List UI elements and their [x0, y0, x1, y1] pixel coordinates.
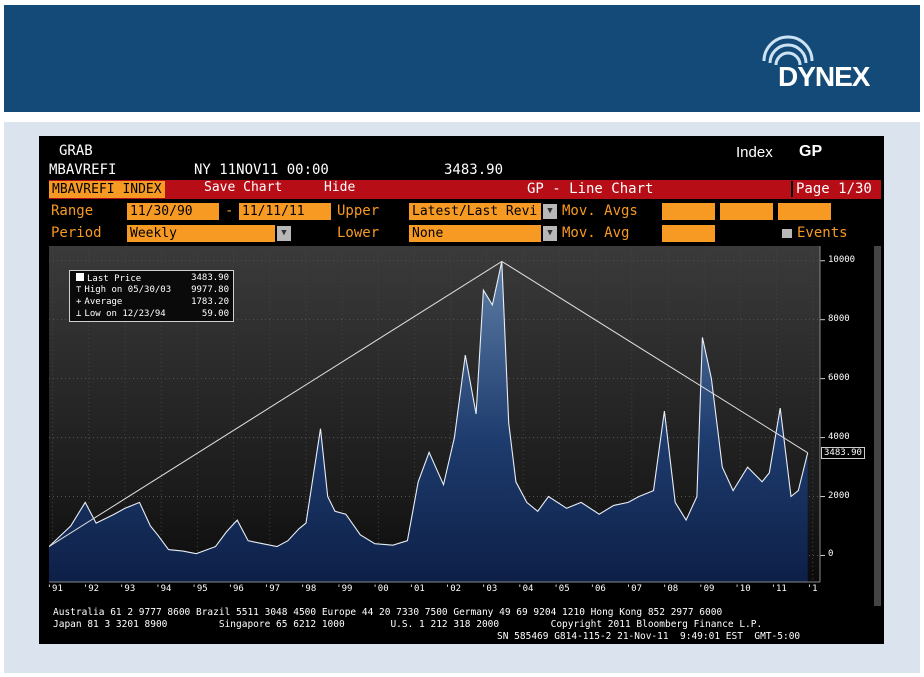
hide-button[interactable]: Hide	[324, 180, 356, 195]
upper-label: Upper	[337, 203, 380, 219]
x-tick-label: '01	[408, 584, 425, 594]
footer-contacts-2: Japan 81 3 3201 8900 Singapore 65 6212 1…	[53, 619, 763, 630]
mov-avgs-label: Mov. Avgs	[562, 203, 638, 219]
x-tick-label: '09	[698, 584, 715, 594]
save-chart-button[interactable]: Save Chart	[204, 180, 283, 195]
footer-session: SN 585469 G814-115-2 21-Nov-11 9:49:01 E…	[497, 631, 801, 642]
function-code: GP	[799, 143, 823, 160]
x-tick-label: '1	[806, 584, 818, 594]
period-label: Period	[51, 225, 102, 241]
datetime: NY 11NOV11 00:00	[194, 162, 329, 178]
range-start-input[interactable]: 11/30/90	[127, 203, 219, 220]
header-banner: DYNEX	[4, 5, 920, 112]
y-tick-label: 6000	[828, 372, 850, 383]
series-area	[49, 261, 808, 582]
grab-label: GRAB	[59, 143, 93, 159]
chart-legend: Last Price 3483.90 ⊤ High on 05/30/03 997…	[69, 270, 234, 322]
x-tick-label: '03	[480, 584, 498, 594]
x-tick-label: '98	[300, 584, 317, 594]
x-tick-label: '05	[553, 584, 570, 594]
mov-avg-label: Mov. Avg	[562, 225, 630, 241]
x-tick-label: '00	[372, 584, 389, 594]
mov-avg-single-input[interactable]	[662, 225, 715, 242]
events-checkbox[interactable]	[782, 229, 792, 238]
x-tick-label: '93	[119, 584, 136, 594]
square-icon	[76, 273, 84, 281]
x-tick-label: '04	[517, 584, 534, 594]
average-marker-icon: +	[76, 297, 82, 307]
scrollbar[interactable]	[874, 246, 881, 606]
chevron-down-icon[interactable]: ▼	[543, 226, 557, 241]
bloomberg-terminal: GRAB MBAVREFI NY 11NOV11 00:00 3483.90 I…	[39, 136, 884, 644]
x-tick-label: '97	[263, 584, 281, 594]
period-select[interactable]: Weekly	[127, 225, 275, 242]
roof-icon	[762, 35, 814, 66]
x-tick-label: '02	[444, 584, 462, 594]
x-tick-label: '91	[46, 584, 63, 594]
x-tick-label: '96	[227, 584, 244, 594]
x-tick-label: '99	[336, 584, 353, 594]
page-indicator[interactable]: Page 1/30	[791, 181, 872, 197]
trend-line[interactable]	[501, 260, 808, 454]
x-tick-label: '06	[589, 584, 606, 594]
x-tick-label: '92	[82, 584, 100, 594]
legend-high: ⊤ High on 05/30/03 9977.80	[76, 285, 229, 295]
x-tick-label: '94	[155, 584, 172, 594]
series-line	[49, 261, 809, 555]
x-tick-label: '95	[191, 584, 208, 594]
mov-avg-input-2[interactable]	[720, 203, 773, 220]
x-tick-label: '10	[734, 584, 751, 594]
index-label: Index	[736, 144, 773, 161]
dynex-logo: DYNEX	[760, 35, 888, 95]
chevron-down-icon[interactable]: ▼	[277, 226, 291, 241]
security-label: MBAVREFI INDEX	[49, 181, 165, 198]
x-tick-label: '08	[661, 584, 679, 594]
y-tick-label: 2000	[828, 490, 850, 501]
lower-label: Lower	[337, 225, 380, 241]
y-tick-label: 10000	[828, 254, 856, 265]
high-marker-icon: ⊤	[76, 285, 82, 295]
ticker: MBAVREFI	[49, 162, 117, 178]
footer-contacts-1: Australia 61 2 9777 8600 Brazil 5511 304…	[53, 607, 723, 618]
trend-line[interactable]	[49, 260, 503, 548]
chart-title: GP - Line Chart	[527, 181, 654, 197]
mov-avg-input-3[interactable]	[778, 203, 831, 220]
legend-low: ⊥ Low on 12/23/94 59.00	[76, 309, 229, 319]
range-separator: -	[225, 203, 234, 219]
legend-average: + Average 1783.20	[76, 297, 229, 307]
upper-select[interactable]: Latest/Last Revi	[409, 203, 541, 220]
function-bar	[49, 180, 881, 199]
legend-last-price: Last Price 3483.90	[70, 273, 233, 285]
low-marker-icon: ⊥	[76, 309, 82, 319]
chevron-down-icon[interactable]: ▼	[543, 204, 557, 219]
x-tick-label: '07	[625, 584, 643, 594]
y-tick-label: 8000	[828, 313, 850, 324]
lower-select[interactable]: None	[409, 225, 541, 242]
y-tick-label: 0	[828, 549, 834, 560]
mov-avg-input-1[interactable]	[662, 203, 715, 220]
last-price-marker: 3483.90	[821, 446, 865, 459]
events-label: Events	[797, 225, 848, 241]
range-end-input[interactable]: 11/11/11	[239, 203, 331, 220]
range-label: Range	[51, 203, 94, 219]
y-tick-label: 4000	[828, 431, 850, 442]
last-value: 3483.90	[444, 162, 504, 178]
x-tick-label: '11	[770, 584, 787, 594]
logo-text: DYNEX	[778, 61, 870, 92]
